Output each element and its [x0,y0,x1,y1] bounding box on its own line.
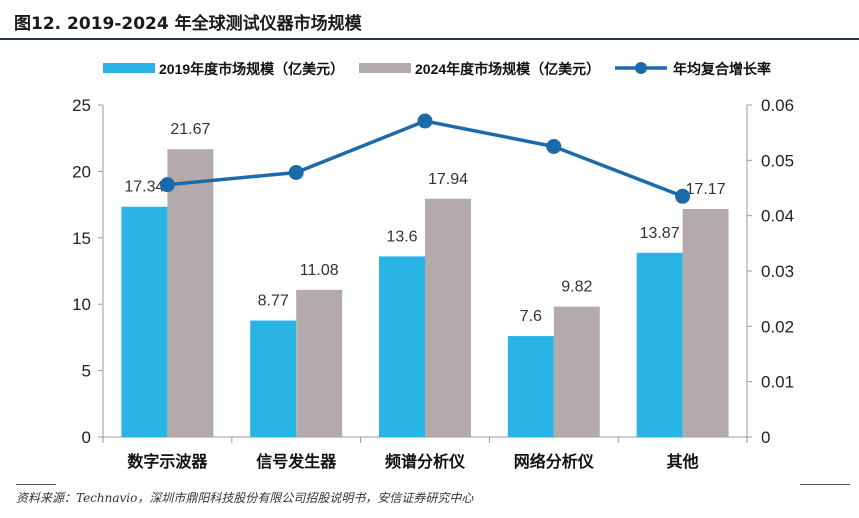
cagr-line [167,119,684,198]
footer-rule-left [16,484,56,485]
cagr-point [288,165,304,181]
y-left-tick-label: 20 [72,162,91,181]
legend-swatch-2019 [103,63,155,73]
footer-rule-right [800,484,850,485]
legend-line-marker [635,62,647,74]
y-left-tick-label: 5 [82,362,91,381]
y-left-tick-label: 0 [82,428,91,447]
bar-2024 [553,306,600,437]
bar-data-label: 13.6 [386,228,417,245]
bar-data-label: 17.94 [428,171,468,188]
y-right-tick-label: 0.03 [761,262,794,281]
bar-data-label: 11.08 [300,262,339,279]
legend-swatch-2024 [359,63,411,73]
figure-title: 图12. 2019-2024 年全球测试仪器市场规模 [14,14,362,34]
title-divider [0,38,859,40]
x-tick-label: 网络分析仪 [514,452,595,471]
bar-data-label: 17.17 [686,181,726,198]
bar-2024 [296,289,343,437]
bar-data-label: 7.6 [520,308,542,325]
x-tick-label: 数字示波器 [127,452,208,471]
bar-data-label: 9.82 [561,279,592,296]
legend-label: 年均复合增长率 [673,61,771,77]
bar-2019 [507,336,554,437]
bar-2019 [636,252,683,437]
bar-2019 [250,320,297,437]
legend-label: 2024年度市场规模（亿美元） [415,61,600,77]
y-left-tick-label: 10 [72,295,91,314]
bar-2019 [121,206,168,437]
bar-2019 [379,256,425,437]
bar-data-label: 8.77 [258,293,289,310]
y-left-tick-label: 25 [72,96,91,115]
x-tick-label: 频谱分析仪 [385,452,466,471]
y-right-tick-label: 0.06 [761,96,794,115]
bar-data-label: 13.87 [640,225,680,242]
bar-2024 [682,208,729,437]
y-left-tick-label: 15 [72,229,91,248]
y-right-tick-label: 0 [761,428,770,447]
legend-label: 2019年度市场规模（亿美元） [159,61,344,77]
cagr-point [675,188,691,204]
cagr-point [417,113,433,129]
figure-header: 图12. 2019-2024 年全球测试仪器市场规模 [0,0,859,42]
cagr-point [546,139,562,154]
y-right-tick-label: 0.04 [761,207,794,226]
y-right-tick-label: 0.02 [761,317,794,336]
bar-data-label: 21.67 [170,121,210,138]
y-right-tick-label: 0.05 [761,151,794,170]
cagr-point [159,177,175,193]
bar-2024 [167,149,214,437]
x-tick-label: 其他 [667,452,699,471]
y-right-tick-label: 0.01 [761,373,794,392]
bar-2024 [425,198,471,437]
bar-data-label: 17.34 [124,179,164,196]
x-tick-label: 信号发生器 [256,452,337,471]
source-note: 资料来源：Technavio，深圳市鼎阳科技股份有限公司招股说明书，安信证券研究… [16,491,474,505]
